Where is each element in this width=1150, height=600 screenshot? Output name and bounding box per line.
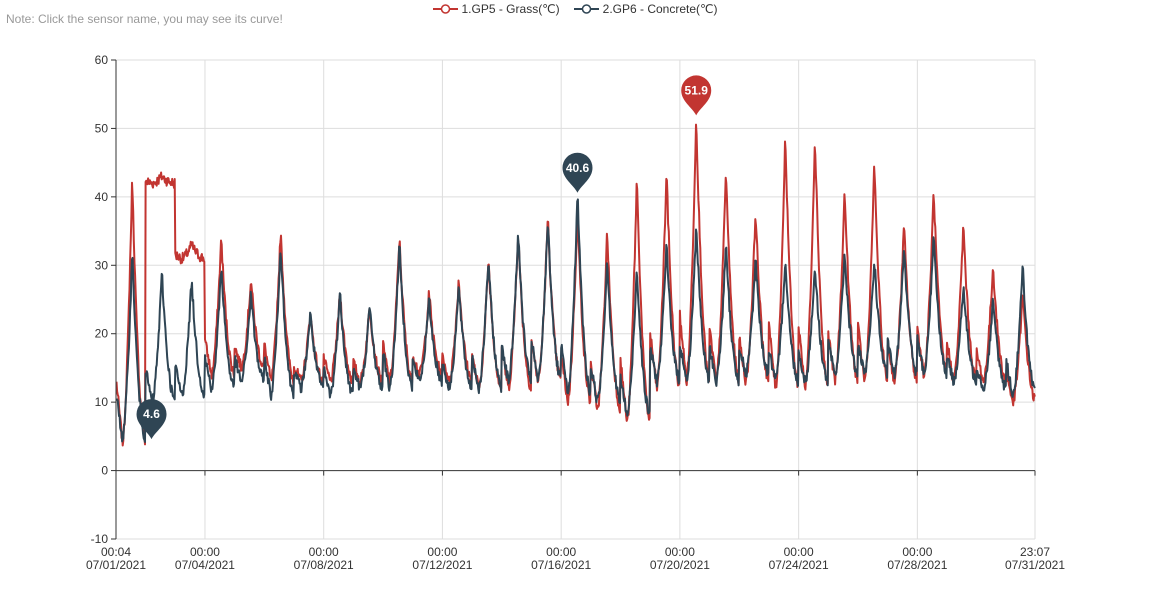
x-tick-label-time: 00:00 [427, 545, 457, 559]
legend-line-marker-icon [432, 4, 458, 14]
max-marker-pin: 40.6 [562, 152, 593, 193]
x-tick-label-time: 00:00 [546, 545, 576, 559]
x-tick-label-time: 00:00 [784, 545, 814, 559]
x-tick-label-time: 23:07 [1020, 545, 1050, 559]
max-marker-pin: 51.9 [681, 75, 712, 116]
legend-item-gp5[interactable]: 1.GP5 - Grass(℃) [432, 2, 560, 16]
y-tick-label: 60 [95, 53, 109, 67]
pin-label: 4.6 [143, 407, 160, 421]
x-tick-label-date: 07/24/2021 [769, 558, 829, 572]
x-tick-label-date: 07/31/2021 [1005, 558, 1065, 572]
y-tick-label: 20 [95, 327, 109, 341]
chart-note: Note: Click the sensor name, you may see… [6, 12, 283, 26]
series-layer [115, 123, 1036, 447]
x-tick-label-time: 00:00 [309, 545, 339, 559]
y-tick-label: 40 [95, 190, 109, 204]
x-tick-label-time: 00:04 [101, 545, 131, 559]
min-marker-pin: 4.6 [136, 399, 167, 440]
x-tick-label-date: 07/20/2021 [650, 558, 710, 572]
pin-shape [562, 152, 593, 193]
y-tick-label: 50 [95, 121, 109, 135]
y-tick-label: -10 [91, 532, 109, 546]
y-tick-label: 30 [95, 258, 109, 272]
x-tick-label-date: 07/04/2021 [175, 558, 235, 572]
x-tick-label-date: 07/28/2021 [887, 558, 947, 572]
legend-line-marker-icon [573, 4, 599, 14]
pin-layer: 51.9 40.6 4.6 [136, 75, 712, 440]
legend: 1.GP5 - Grass(℃) 2.GP6 - Concrete(℃) [0, 2, 1150, 16]
x-tick-label-time: 00:00 [190, 545, 220, 559]
pin-shape [681, 75, 712, 116]
x-tick-label-date: 07/12/2021 [412, 558, 472, 572]
y-tick-label: 10 [95, 395, 109, 409]
pin-label: 40.6 [566, 161, 590, 175]
legend-label-gp6: 2.GP6 - Concrete(℃) [602, 2, 718, 16]
x-tick-label-time: 00:00 [902, 545, 932, 559]
axis-layer: -10010203040506000:0407/01/202100:0007/0… [86, 53, 1065, 572]
y-tick-label: 0 [101, 464, 108, 478]
pin-shape [136, 399, 167, 440]
x-tick-label-date: 07/16/2021 [531, 558, 591, 572]
legend-item-gp6[interactable]: 2.GP6 - Concrete(℃) [573, 2, 718, 16]
x-tick-label-time: 00:00 [665, 545, 695, 559]
x-tick-label-date: 07/08/2021 [294, 558, 354, 572]
legend-label-gp5: 1.GP5 - Grass(℃) [461, 2, 560, 16]
series-line-2 [116, 198, 1036, 443]
x-tick-label-date: 07/01/2021 [86, 558, 146, 572]
pin-label: 51.9 [685, 83, 709, 97]
